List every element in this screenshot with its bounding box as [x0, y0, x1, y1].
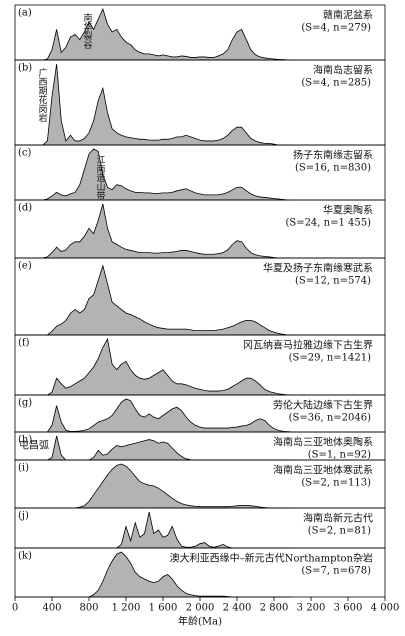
panel-stats: (S=29, n=1421) — [289, 353, 371, 364]
annotation: 屯昌弧 — [19, 439, 49, 452]
panel-title: 华夏奥陶系 — [323, 204, 373, 217]
x-tick-label: 1 200 — [112, 603, 141, 614]
density-area — [15, 7, 293, 61]
panel-stats: (S=16, n=830) — [295, 163, 371, 174]
density-area — [15, 337, 293, 396]
panel-label: (f) — [18, 338, 30, 349]
panel-stats: (S=12, n=574) — [295, 276, 371, 287]
x-tick-label: 2 800 — [260, 603, 289, 614]
panel-label: (i) — [18, 463, 29, 474]
panel-label: (g) — [18, 398, 32, 409]
panel-stats: (S=1, n=92) — [308, 450, 371, 461]
x-axis-title: 年龄(Ma) — [178, 615, 222, 628]
panel-stats: (S=7, n=678) — [301, 566, 371, 577]
panel-title: 赣南泥盆系 — [323, 9, 373, 22]
panel-stats: (S=2, n=113) — [301, 478, 371, 489]
panel-title: 海南岛三亚地体寒武系 — [273, 464, 373, 477]
panel-stats: (S=36, n=2046) — [289, 413, 371, 424]
panel-stats: (S=2, n=81) — [308, 526, 371, 537]
panel-label: (k) — [18, 551, 32, 562]
density-area — [15, 264, 293, 336]
x-tick-label: 400 — [42, 603, 61, 614]
density-area — [15, 148, 293, 201]
panel-label: (b) — [18, 63, 32, 74]
density-area — [15, 511, 293, 549]
panel-title: 扬子东南缘志留系 — [293, 149, 373, 162]
panel-title: 海南岛志留系 — [313, 64, 373, 77]
annotation: 南华裂谷 — [82, 12, 93, 50]
x-tick-label: 3 200 — [297, 603, 326, 614]
panel-label: (a) — [18, 8, 32, 19]
panel-label: (e) — [18, 261, 32, 272]
x-tick-label: 1 600 — [149, 603, 178, 614]
density-area — [15, 203, 293, 259]
x-tick-label: 4 000 — [371, 603, 400, 614]
density-area — [15, 435, 293, 461]
panel-title: 海南岛三亚地体奥陶系 — [273, 436, 373, 449]
panel-stats: (S=24, n=1 455) — [285, 218, 371, 229]
panel-label: (d) — [18, 203, 32, 214]
panel-title: 海南岛新元古代 — [303, 512, 373, 525]
density-area — [15, 398, 293, 433]
x-tick-label: 2 400 — [223, 603, 252, 614]
panel-title: 冈瓦纳喜马拉雅边缘下古生界 — [243, 339, 373, 352]
panel-title: 劳伦大陆边缘下古生界 — [273, 399, 373, 412]
panel-stats: (S=4, n=285) — [301, 78, 371, 89]
x-tick-label: 3 600 — [334, 603, 363, 614]
density-area — [15, 63, 293, 146]
panel-title: 华夏及扬子东南缘寒武系 — [263, 262, 373, 275]
panel-stats: (S=4, n=279) — [301, 23, 371, 34]
x-tick-label: 800 — [79, 603, 98, 614]
panel-label: (h) — [18, 435, 32, 446]
density-area — [15, 463, 293, 509]
x-tick-label: 0 — [12, 603, 18, 614]
annotation: 广西期花岗岩 — [37, 67, 48, 123]
panel-title: 澳大利亚西缘中–新元古代Northampton杂岩 — [170, 552, 373, 565]
panel-label: (j) — [18, 511, 29, 522]
panel-label: (c) — [18, 148, 32, 159]
annotation: 江南造山带 — [95, 155, 106, 201]
x-tick-label: 2 000 — [186, 603, 215, 614]
